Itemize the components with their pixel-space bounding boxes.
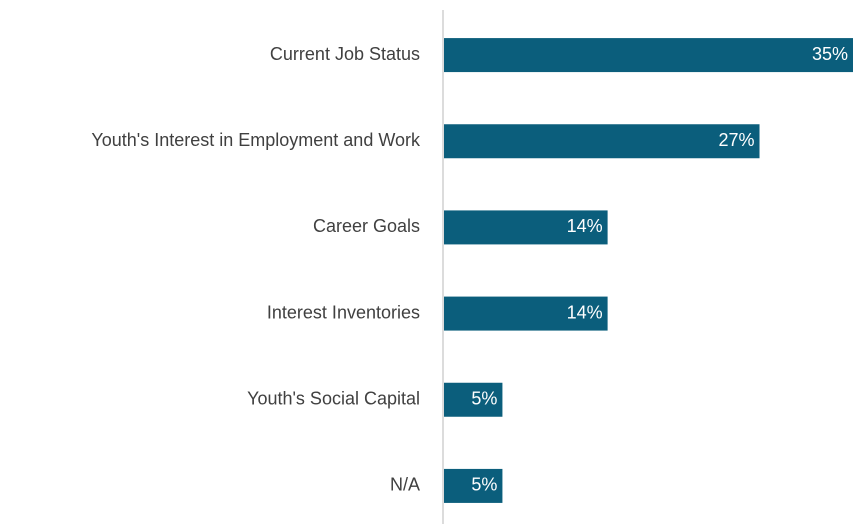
value-label: 5% (471, 389, 497, 409)
bar (444, 468, 503, 503)
value-label: 5% (471, 475, 497, 495)
bar (444, 38, 853, 73)
bar (444, 382, 503, 417)
value-label: 35% (812, 44, 848, 64)
category-label: Youth's Social Capital (247, 389, 420, 409)
category-label: Career Goals (313, 216, 420, 236)
category-label: N/A (390, 475, 420, 495)
category-label: Youth's Interest in Employment and Work (91, 130, 421, 150)
bar (444, 210, 608, 245)
bar (444, 124, 760, 159)
value-label: 14% (567, 302, 603, 322)
value-label: 27% (718, 130, 754, 150)
bar (444, 296, 608, 331)
category-label: Interest Inventories (267, 302, 420, 322)
value-label: 14% (567, 216, 603, 236)
category-label: Current Job Status (270, 44, 420, 64)
